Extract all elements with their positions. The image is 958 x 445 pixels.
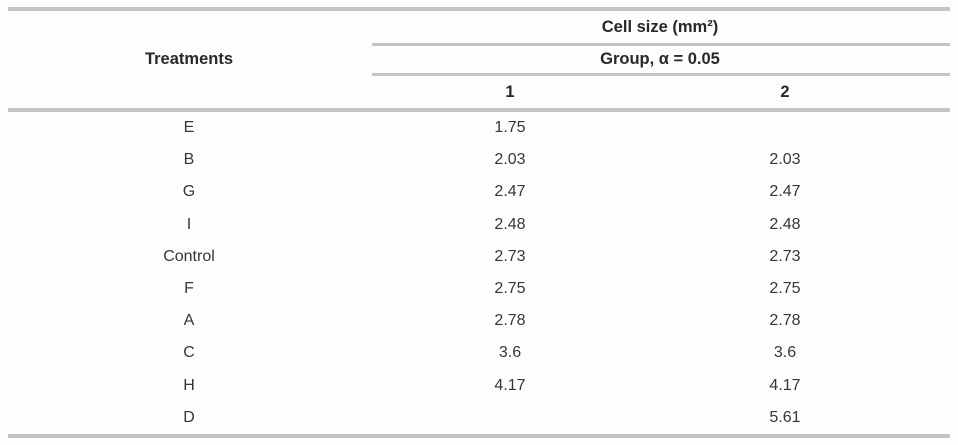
top-rule: [8, 7, 950, 11]
group-2-cell: 4.17: [769, 376, 801, 394]
treatments-header: Treatments: [144, 50, 234, 68]
treatment-cell: E: [183, 119, 195, 137]
group-1-cell: 2.78: [494, 312, 526, 330]
group-1-cell: 4.17: [494, 376, 526, 394]
treatment-cell: G: [182, 183, 196, 201]
group-2-cell: 2.75: [769, 280, 801, 298]
group-1-cell: 2.75: [494, 280, 526, 298]
group-1-cell: 2.03: [494, 151, 526, 169]
group-2-cell: 2.03: [769, 151, 801, 169]
treatment-cell: H: [183, 376, 195, 394]
cell-size-header: Cell size (mm²): [601, 17, 719, 36]
group-2-cell: 5.61: [769, 408, 801, 426]
header-rule-1: [372, 43, 950, 46]
group-col-1-header: 1: [505, 82, 515, 101]
group-2-cell: 3.6: [773, 344, 797, 362]
bottom-rule: [8, 433, 950, 438]
group-col-2-header: 2: [780, 82, 790, 101]
table-row: H 4.17 4.17: [8, 370, 950, 402]
treatment-cell: C: [183, 344, 195, 362]
treatment-cell: D: [183, 408, 195, 426]
group-2-cell: 2.78: [769, 312, 801, 330]
group-2-cell: 2.73: [769, 247, 801, 265]
cell-size-header-group: Cell size (mm²) Group, α = 0.05 1 2: [370, 11, 950, 108]
group-1-cell: 2.47: [494, 183, 526, 201]
group-1-cell: 2.73: [494, 247, 526, 265]
table-header: Treatments Cell size (mm²) Group, α = 0.…: [8, 11, 950, 108]
group-1-cell: 2.48: [494, 215, 526, 233]
treatment-cell: A: [183, 312, 195, 330]
group-2-cell: 2.48: [769, 215, 801, 233]
table-row: C 3.6 3.6: [8, 337, 950, 369]
header-rule-2: [372, 73, 950, 76]
body-divider-rule: [8, 108, 950, 112]
table-row: G 2.47 2.47: [8, 176, 950, 208]
treatment-cell: Control: [163, 247, 215, 265]
group-1-cell: 3.6: [498, 344, 522, 362]
table-row: B 2.03 2.03: [8, 144, 950, 176]
group-2-cell: 2.47: [769, 183, 801, 201]
table-row: D 5.61: [8, 402, 950, 434]
group-alpha-header: Group, α = 0.05: [600, 50, 720, 68]
table-body: E 1.75 B 2.03 2.03 G 2.47 2.47 I 2.48 2.…: [8, 112, 950, 434]
group-columns-row: 1 2: [370, 76, 950, 108]
table-row: Control 2.73 2.73: [8, 241, 950, 273]
treatment-cell: I: [186, 215, 192, 233]
table-row: A 2.78 2.78: [8, 305, 950, 337]
table-row: E 1.75: [8, 112, 950, 144]
treatment-cell: B: [183, 151, 195, 169]
treatment-cell: F: [184, 280, 194, 298]
group-1-cell: 1.75: [494, 119, 526, 137]
table-row: F 2.75 2.75: [8, 273, 950, 305]
table-row: I 2.48 2.48: [8, 209, 950, 241]
